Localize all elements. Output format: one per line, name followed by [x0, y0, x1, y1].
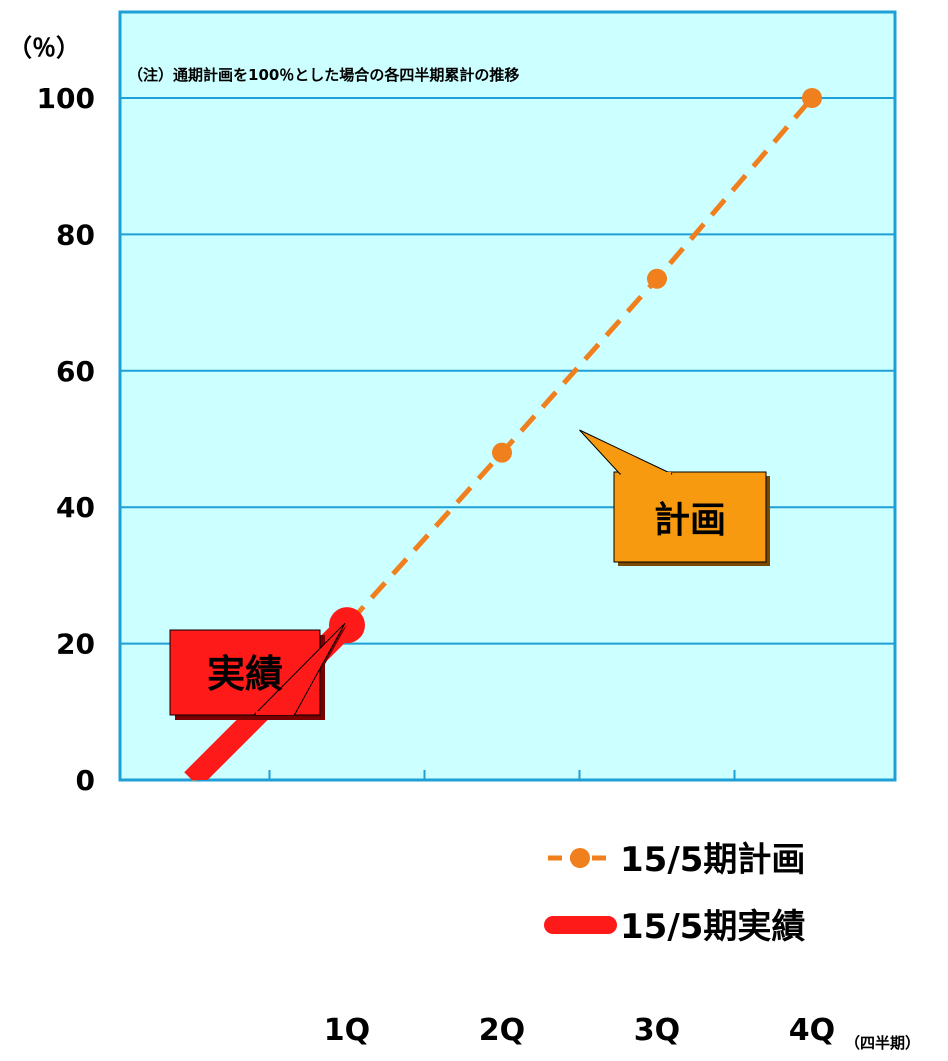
x-tick-label: 4Q	[789, 1013, 835, 1048]
callout-label-actual: 実績	[207, 652, 283, 696]
callout-joint-actual	[256, 711, 294, 715]
y-tick-label: 100	[37, 82, 95, 115]
y-tick-label: 60	[56, 355, 95, 388]
plot-border	[118, 10, 897, 782]
x-tick-label: 3Q	[634, 1013, 680, 1048]
legend: 15/5期計画 15/5期実績	[544, 840, 805, 947]
callout-joint-plan	[621, 472, 671, 476]
x-tick-marks	[268, 770, 736, 780]
y-tick-label: 40	[56, 491, 95, 524]
x-axis-unit: （四半期）	[845, 1034, 920, 1052]
y-axis-unit: （％）	[8, 34, 80, 62]
legend-marker-plan	[570, 848, 590, 868]
callouts: 実績 計画	[169, 429, 770, 720]
series-point-plan	[802, 88, 822, 108]
x-tick-label: 2Q	[479, 1013, 525, 1048]
series-point-plan	[492, 442, 512, 463]
legend-label-actual: 15/5期実績	[620, 907, 805, 947]
axis-labels: 0 20 40 60 80 100 1Q 2Q 3Q 4Q （％） （四半期）	[8, 34, 920, 1052]
callout-label-plan: 計画	[654, 500, 726, 541]
callout-box-plan	[613, 471, 767, 563]
chart-note: （注）通期計画を100％とした場合の各四半期累計の推移	[128, 66, 519, 84]
y-tick-label: 20	[56, 628, 95, 661]
legend-label-plan: 15/5期計画	[620, 840, 805, 880]
series-point-plan	[647, 268, 667, 289]
y-tick-label: 80	[56, 218, 95, 251]
x-tick-label: 1Q	[324, 1013, 370, 1048]
y-tick-label: 0	[76, 764, 95, 797]
